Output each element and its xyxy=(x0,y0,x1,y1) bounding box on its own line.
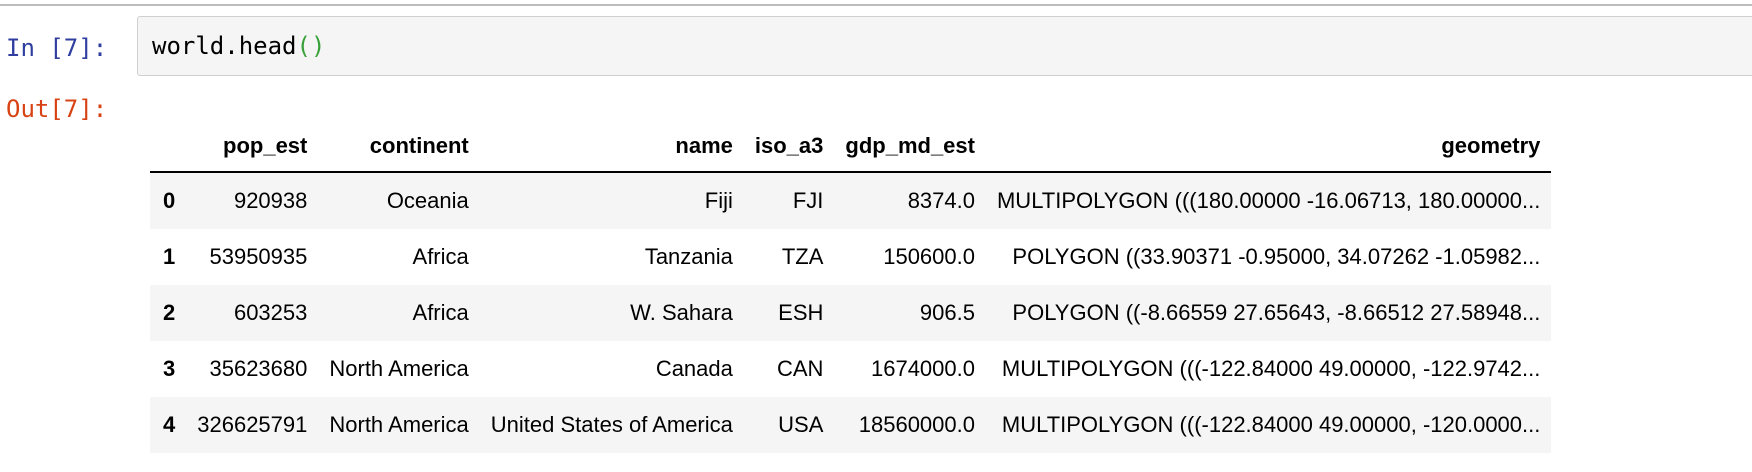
cell-pop-est: 53950935 xyxy=(209,244,308,269)
cell-geometry: MULTIPOLYGON (((180.00000 -16.06713, 180… xyxy=(996,188,1541,213)
cell-pop-est: 35623680 xyxy=(209,356,308,381)
cell-geometry: MULTIPOLYGON (((-122.84000 49.00000, -12… xyxy=(1001,412,1541,437)
row-index: 2 xyxy=(163,300,176,325)
table-row: 1 53950935 Africa Tanzania TZA 150600.0 … xyxy=(150,229,1551,285)
column-header-pop-est: pop_est xyxy=(186,121,319,173)
cell-iso-a3: CAN xyxy=(776,356,824,381)
cell-gdp-md-est: 8374.0 xyxy=(907,188,975,213)
index-header xyxy=(150,121,187,173)
cell-name: United States of America xyxy=(490,412,733,437)
column-header-continent: continent xyxy=(318,121,480,173)
cell-gdp-md-est: 150600.0 xyxy=(883,244,975,269)
cell-name: Canada xyxy=(655,356,733,381)
row-index: 1 xyxy=(163,244,176,269)
cell-continent: Africa xyxy=(412,244,469,269)
row-index: 0 xyxy=(163,188,176,213)
cell-geometry: POLYGON ((33.90371 -0.95000, 34.07262 -1… xyxy=(1012,244,1541,269)
code-input-area[interactable]: world.head() xyxy=(137,16,1752,76)
table-row: 2 603253 Africa W. Sahara ESH 906.5 POLY… xyxy=(150,285,1552,341)
column-header-iso-a3: iso_a3 xyxy=(743,121,835,173)
column-header-geometry: geometry xyxy=(985,121,1552,173)
cell-pop-est: 920938 xyxy=(233,188,308,213)
cell-continent: Oceania xyxy=(386,188,469,213)
cell-iso-a3: FJI xyxy=(792,188,824,213)
cell-geometry: MULTIPOLYGON (((-122.84000 49.00000, -12… xyxy=(1001,356,1541,381)
input-prompt: In [7]: xyxy=(6,34,108,62)
cell-continent: Africa xyxy=(412,300,469,325)
code-text[interactable]: world.head() xyxy=(152,32,325,60)
dataframe-table: pop_est continent name iso_a3 gdp_md_est… xyxy=(150,121,1552,453)
table-row: 0 920938 Oceania Fiji FJI 8374.0 MULTIPO… xyxy=(150,172,1552,229)
code-parens: () xyxy=(296,32,326,60)
row-index: 4 xyxy=(163,412,176,437)
table-row: 4 326625791 North America United States … xyxy=(150,397,1552,453)
cell-continent: North America xyxy=(329,412,469,437)
cell-pop-est: 326625791 xyxy=(197,412,308,437)
cell-gdp-md-est: 18560000.0 xyxy=(858,412,975,437)
top-divider xyxy=(0,4,1752,6)
cell-name: Tanzania xyxy=(644,244,733,269)
cell-pop-est: 603253 xyxy=(233,300,308,325)
cell-iso-a3: ESH xyxy=(778,300,824,325)
output-prompt: Out[7]: xyxy=(6,95,108,123)
cell-gdp-md-est: 906.5 xyxy=(919,300,975,325)
row-index: 3 xyxy=(163,356,176,381)
cell-name: Fiji xyxy=(704,188,733,213)
cell-gdp-md-est: 1674000.0 xyxy=(870,356,975,381)
cell-name: W. Sahara xyxy=(630,300,733,325)
column-header-gdp-md-est: gdp_md_est xyxy=(834,121,986,173)
column-header-name: name xyxy=(479,121,744,173)
cell-geometry: POLYGON ((-8.66559 27.65643, -8.66512 27… xyxy=(1012,300,1541,325)
cell-continent: North America xyxy=(329,356,469,381)
table-header-row: pop_est continent name iso_a3 gdp_md_est… xyxy=(150,121,1552,173)
code-expression: world.head xyxy=(152,32,297,60)
table-row: 3 35623680 North America Canada CAN 1674… xyxy=(150,341,1551,397)
cell-iso-a3: USA xyxy=(778,412,824,437)
cell-iso-a3: TZA xyxy=(781,244,824,269)
